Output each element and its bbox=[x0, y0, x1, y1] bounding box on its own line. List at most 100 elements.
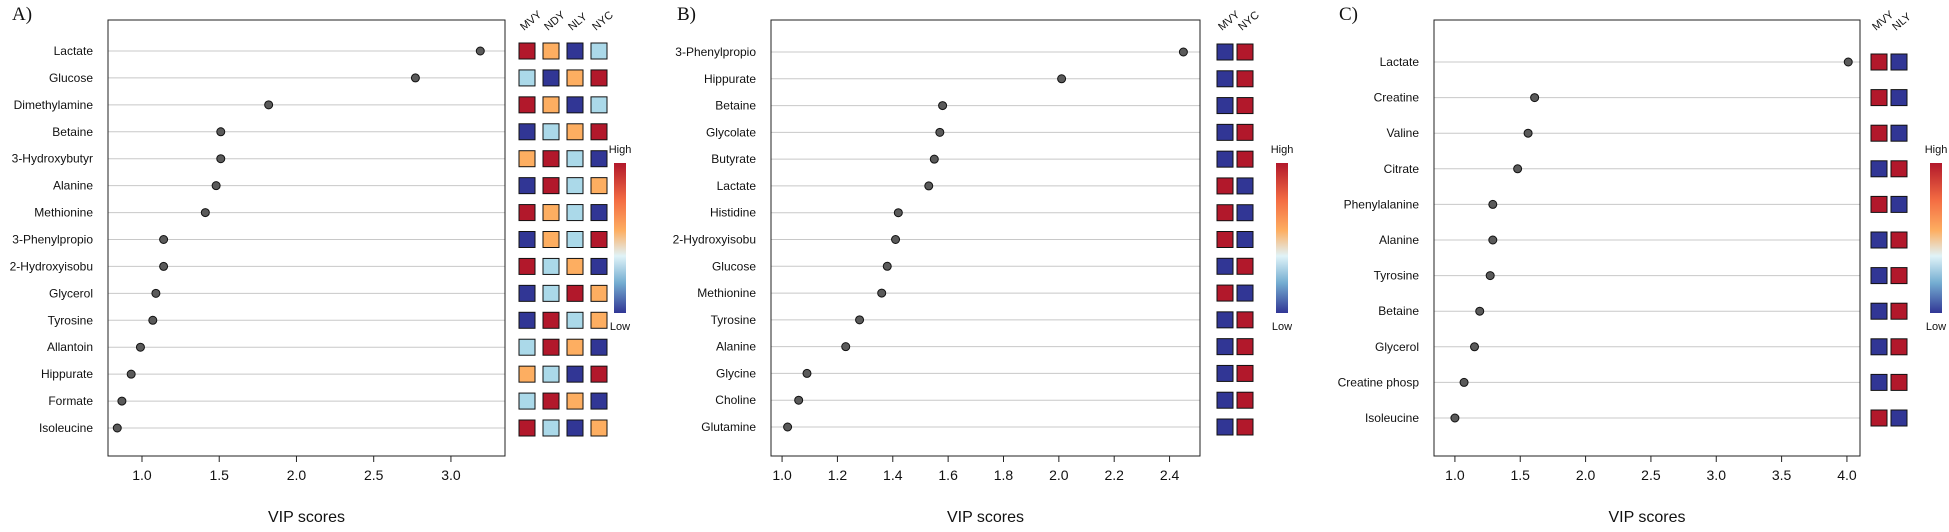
heatmap-cell bbox=[542, 419, 560, 437]
heatmap-cell bbox=[542, 338, 560, 356]
heatmap-cell bbox=[542, 123, 560, 141]
group-label: NDY bbox=[542, 9, 568, 34]
heatmap-cell bbox=[1236, 418, 1254, 436]
heatmap-cell bbox=[518, 311, 536, 329]
group-label: NYC bbox=[590, 9, 616, 33]
category-label: Butyrate bbox=[711, 152, 756, 166]
category-label: 2-Hydroxyisobu bbox=[673, 233, 756, 247]
x-tick-label: 3.0 bbox=[441, 467, 461, 483]
category-label: Dimethylamine bbox=[14, 98, 94, 112]
heatmap-cell bbox=[1236, 338, 1254, 356]
heatmap-cell bbox=[518, 392, 536, 410]
heatmap-cell bbox=[590, 257, 608, 275]
heatmap-cell bbox=[590, 231, 608, 248]
legend-color-bar bbox=[1276, 163, 1288, 313]
data-point bbox=[151, 288, 161, 298]
data-point bbox=[216, 154, 226, 164]
heatmap-cell bbox=[518, 338, 536, 356]
category-label: Valine bbox=[1387, 126, 1420, 140]
category-label: Tyrosine bbox=[711, 313, 757, 327]
legend-color-bar bbox=[614, 163, 626, 313]
category-label: Tyrosine bbox=[48, 313, 94, 327]
heatmap-cell bbox=[590, 96, 608, 114]
x-tick-label: 2.0 bbox=[1049, 467, 1069, 483]
heatmap-cell bbox=[1216, 97, 1234, 115]
data-point bbox=[924, 181, 934, 191]
x-tick-label: 1.2 bbox=[828, 467, 848, 483]
category-label: Alanine bbox=[716, 340, 756, 354]
heatmap-cell bbox=[1890, 373, 1908, 391]
heatmap-cell bbox=[1216, 338, 1234, 356]
heatmap-cell bbox=[1236, 70, 1254, 88]
heatmap-cell bbox=[566, 231, 584, 248]
heatmap-cell bbox=[1216, 177, 1234, 195]
legend-low-label: Low bbox=[1272, 321, 1292, 333]
heatmap-cell bbox=[518, 204, 536, 222]
category-label: Creatine phosp bbox=[1338, 375, 1420, 389]
heatmap-cell bbox=[1236, 364, 1254, 382]
heatmap-cell bbox=[518, 284, 536, 302]
heatmap-cell bbox=[566, 69, 584, 87]
heatmap-cell bbox=[1890, 124, 1908, 142]
x-tick-label: 1.4 bbox=[883, 467, 903, 483]
heatmap-cell bbox=[1236, 391, 1254, 409]
x-tick-label: 1.0 bbox=[132, 467, 152, 483]
x-tick-label: 1.8 bbox=[994, 467, 1014, 483]
panel-letter: C) bbox=[1339, 4, 1358, 25]
data-point bbox=[935, 127, 945, 137]
heatmap-cell bbox=[590, 311, 608, 329]
category-label: Isoleucine bbox=[1365, 411, 1419, 425]
data-point bbox=[1057, 74, 1067, 84]
heatmap-cell bbox=[542, 204, 560, 222]
heatmap-cell bbox=[1236, 150, 1254, 168]
heatmap-cell bbox=[518, 150, 536, 168]
x-tick-label: 2.5 bbox=[364, 467, 384, 483]
plot-frame bbox=[107, 19, 506, 457]
heatmap-cell bbox=[590, 69, 608, 87]
category-label: Choline bbox=[715, 393, 756, 407]
legend-low-label: Low bbox=[1926, 321, 1946, 333]
plot-frame bbox=[1433, 19, 1861, 457]
x-axis-label: VIP scores bbox=[947, 509, 1024, 526]
heatmap-cell bbox=[542, 365, 560, 383]
heatmap-cell bbox=[590, 204, 608, 222]
heatmap-cell bbox=[1890, 409, 1908, 427]
legend-low-label: Low bbox=[610, 321, 630, 333]
category-label: Alanine bbox=[1379, 233, 1419, 247]
data-point bbox=[126, 369, 136, 379]
x-tick-label: 1.0 bbox=[1445, 467, 1465, 483]
heatmap-cell bbox=[542, 96, 560, 114]
heatmap-cell bbox=[566, 419, 584, 437]
heatmap-cell bbox=[590, 419, 608, 437]
x-tick-label: 1.0 bbox=[772, 467, 792, 483]
category-label: Phenylalanine bbox=[1344, 197, 1420, 211]
legend-high-label: High bbox=[1925, 144, 1948, 156]
data-point bbox=[159, 235, 169, 244]
heatmap-cell bbox=[1870, 409, 1888, 427]
heatmap-cell bbox=[1216, 364, 1234, 382]
heatmap-cell bbox=[1870, 124, 1888, 142]
category-label: Tyrosine bbox=[1374, 269, 1420, 283]
heatmap-cell bbox=[1870, 267, 1888, 285]
heatmap-cell bbox=[542, 311, 560, 329]
data-point bbox=[1843, 57, 1853, 67]
data-point bbox=[264, 100, 274, 110]
legend-color-bar bbox=[1930, 163, 1942, 313]
heatmap-cell bbox=[1890, 302, 1908, 320]
heatmap-cell bbox=[542, 177, 560, 195]
panel-3: C) Lactate Creatine Valine Citrate Phenylalan… bbox=[1338, 4, 1948, 526]
heatmap-cell bbox=[1236, 123, 1254, 141]
heatmap-cell bbox=[1216, 123, 1234, 141]
heatmap-cell bbox=[566, 311, 584, 329]
group-label: NLY bbox=[1890, 10, 1914, 33]
panel-1: A) Lactate Glucose Dimethylamine Betaine 3-Hy… bbox=[10, 4, 632, 526]
category-label: Glycine bbox=[716, 366, 756, 380]
data-point bbox=[1530, 93, 1540, 103]
data-point bbox=[893, 208, 903, 218]
heatmap-cell bbox=[1870, 195, 1888, 213]
heatmap-cell bbox=[1890, 89, 1908, 107]
heatmap-cell bbox=[1890, 231, 1908, 249]
heatmap-cell bbox=[542, 150, 560, 168]
category-label: Betaine bbox=[715, 99, 756, 113]
data-point bbox=[211, 181, 221, 191]
